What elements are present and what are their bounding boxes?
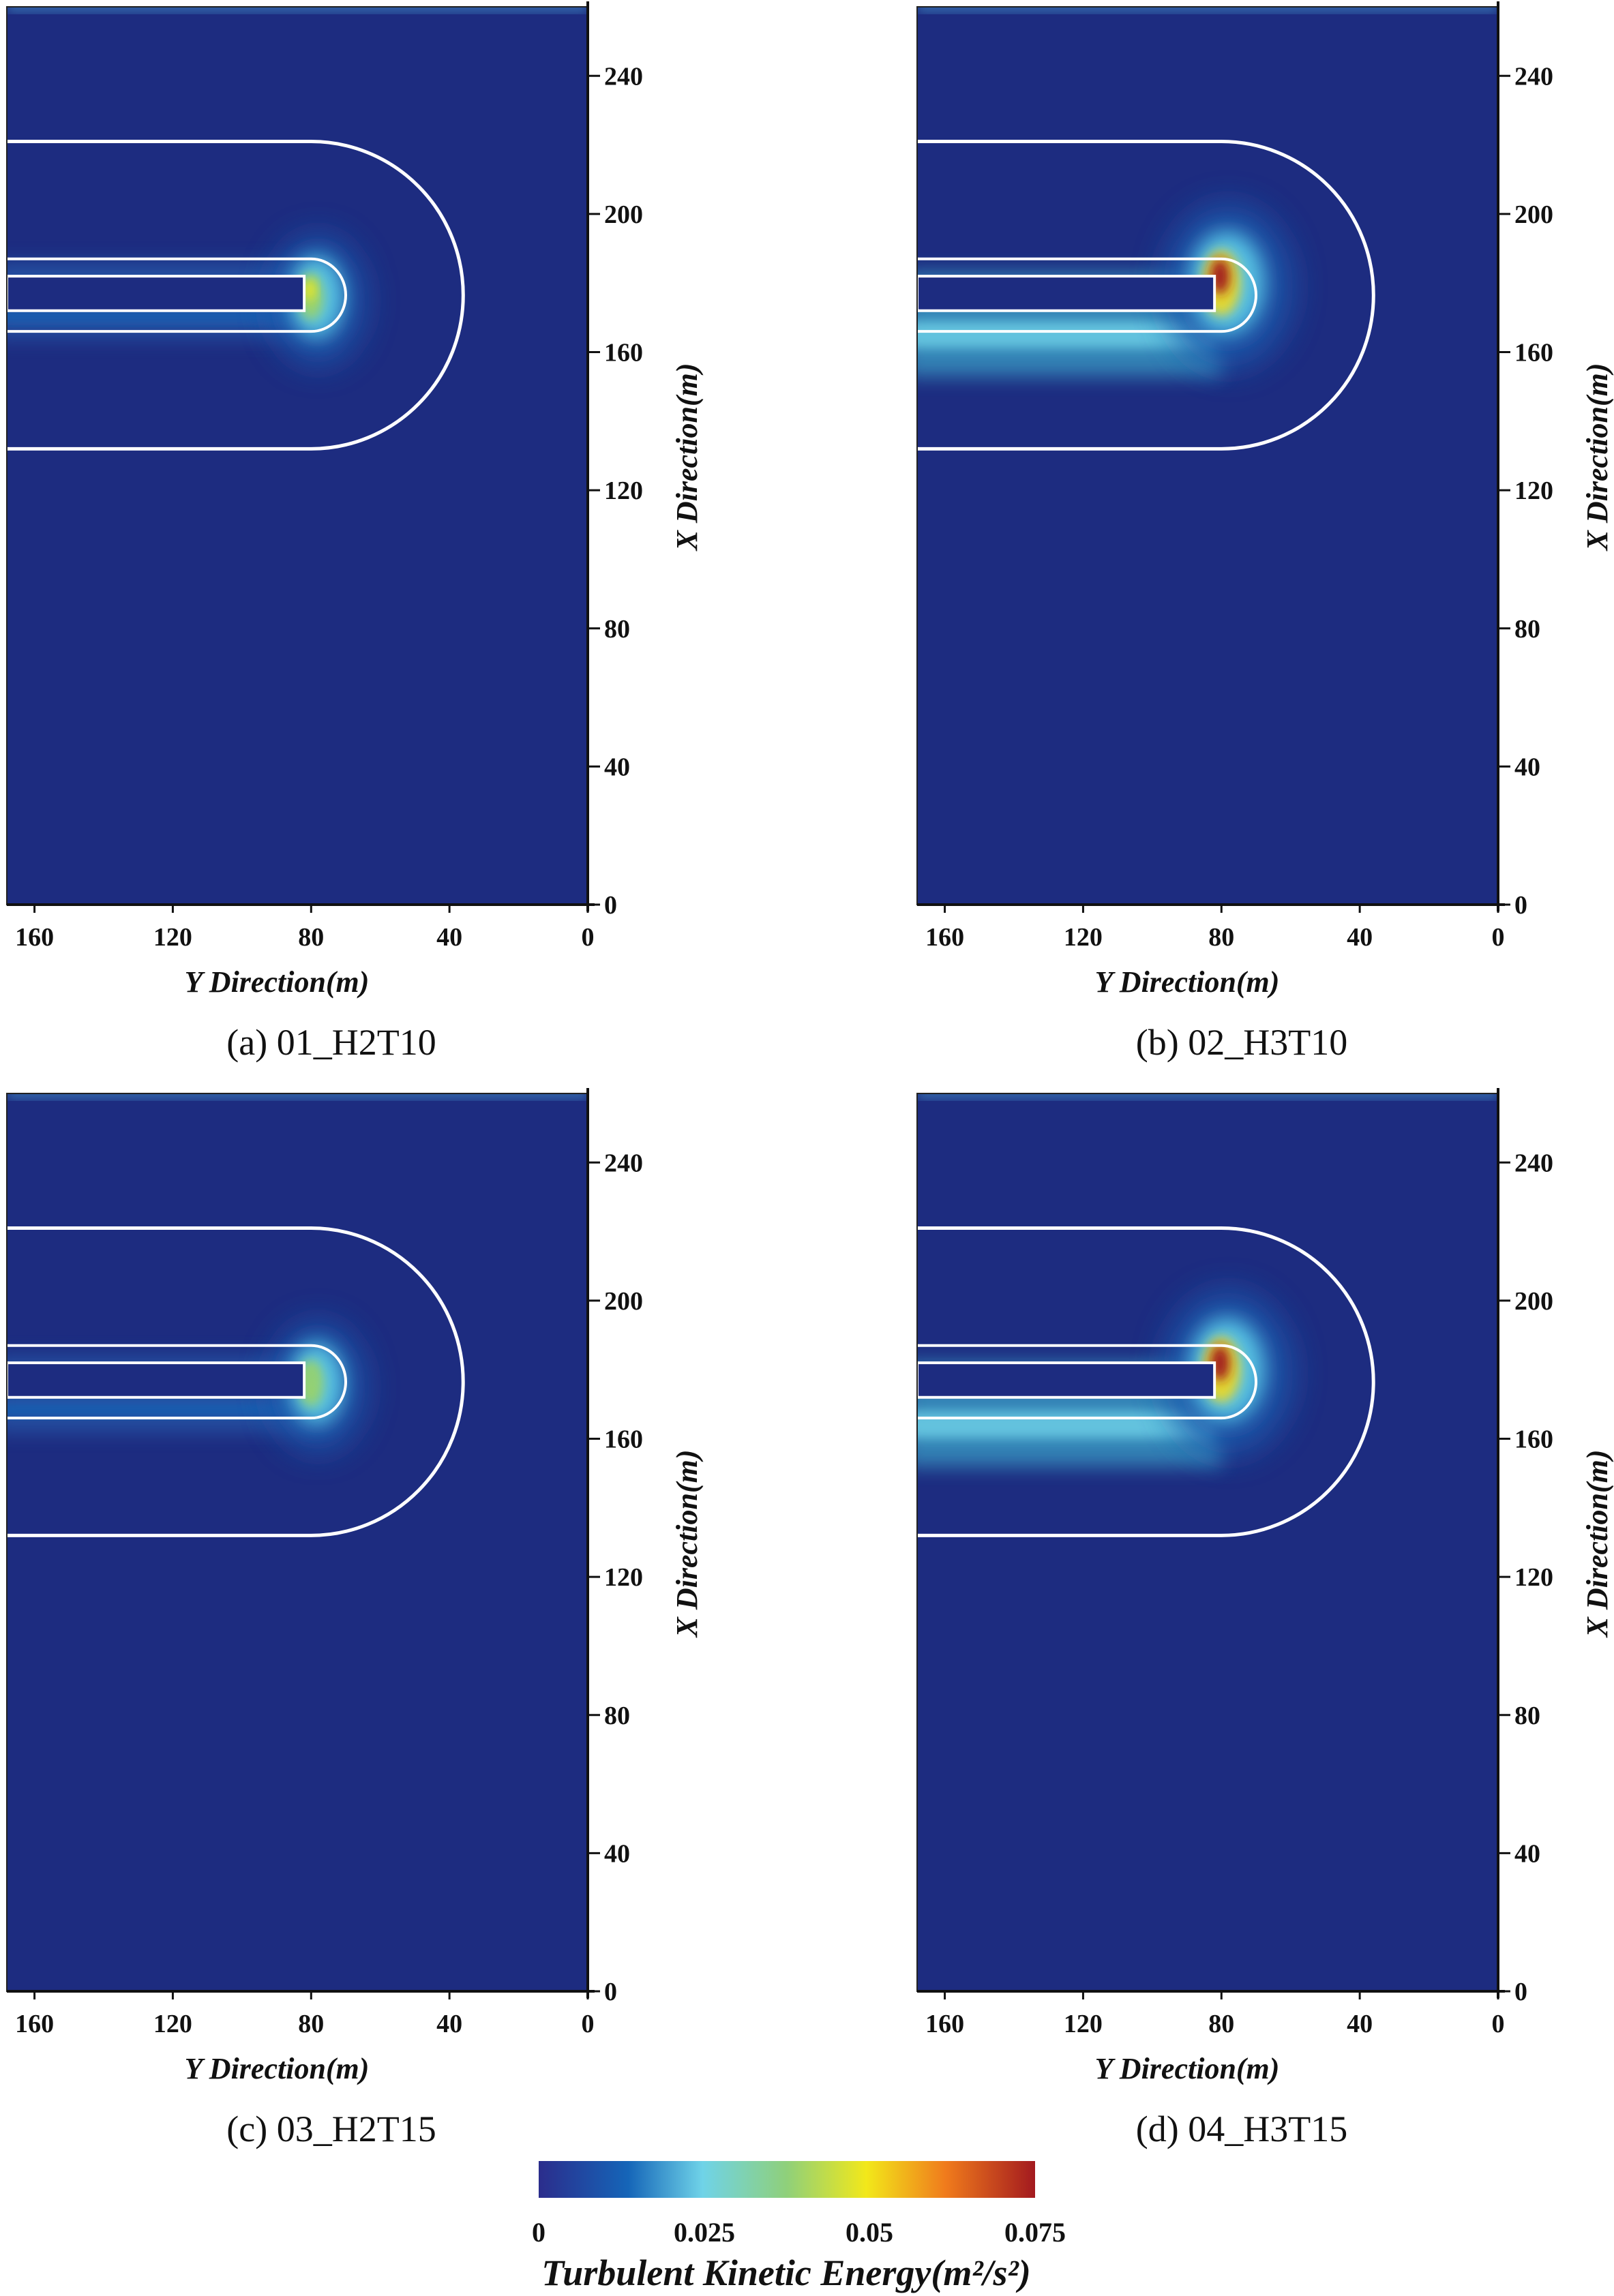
y-tick-label: 160: [604, 1425, 643, 1454]
y-tick-label: 40: [604, 753, 630, 781]
y-tick-label: 0: [1514, 1978, 1527, 2006]
x-tick-label: 0: [582, 2010, 595, 2038]
breakwater-outline: [7, 257, 347, 333]
top-boundary-glow: [7, 7, 588, 11]
panel-d: 0 40 80 120 160 200 240 160 120 80 40 0 Y Direction(…: [916, 1088, 1614, 2149]
wake-core: [7, 1404, 305, 1415]
head-peak: [304, 1365, 316, 1388]
y-tick-label: 0: [604, 891, 617, 920]
y-tick-label: 120: [604, 1563, 643, 1592]
x-tick-label: 160: [15, 923, 54, 952]
y-tick-label: 120: [1514, 477, 1553, 505]
breakwater-outline: [7, 1344, 348, 1420]
outer-boundary: [917, 1226, 1375, 1537]
outer-boundary: [7, 1226, 465, 1537]
wake-core: [917, 320, 1215, 348]
heatmap-background: [7, 1093, 588, 1991]
x-tick-label: 80: [1208, 923, 1234, 952]
y-tick-label: 40: [1514, 753, 1540, 781]
wake-core: [917, 1411, 1215, 1439]
colorbar-gradient: [539, 2161, 1035, 2198]
x-tick-label: 160: [925, 2010, 964, 2038]
colorbar-tick-2: 0.05: [846, 2217, 893, 2248]
y-tick-label: 240: [1514, 62, 1553, 91]
panel-caption: (a) 01_H2T10: [226, 1022, 436, 1063]
y-tick-label: 240: [604, 62, 643, 91]
x-tick-label: 0: [582, 923, 595, 952]
y-tick-label: 80: [604, 615, 630, 644]
x-tick-label: 40: [436, 2010, 462, 2038]
wake-core: [7, 310, 305, 322]
y-tick-label: 40: [1514, 1839, 1540, 1868]
x-tick-label: 0: [1492, 923, 1505, 952]
x-axis-title: Y Direction(m): [185, 2052, 370, 2085]
breakwater-body: [916, 275, 1216, 312]
x-tick-label: 80: [1208, 2010, 1234, 2038]
x-axis-title: Y Direction(m): [185, 965, 370, 999]
colorbar-tick-0: 0: [532, 2217, 546, 2248]
y-tick-label: 0: [604, 1978, 617, 2006]
outer-boundary: [7, 140, 465, 451]
heatmap-background: [7, 7, 588, 905]
x-tick-label: 80: [298, 923, 324, 952]
y-tick-label: 0: [1514, 891, 1527, 920]
panel-c: 0 40 80 120 160 200 240 160 120 80 40 0 Y Direction(…: [5, 1088, 704, 2149]
y-tick-label: 120: [604, 477, 643, 505]
y-tick-label: 80: [1514, 615, 1540, 644]
heatmap-background: [917, 1093, 1498, 1991]
colorbar-label: Turbulent Kinetic Energy(m²/s²): [541, 2252, 1030, 2293]
x-axis-title: Y Direction(m): [1095, 2052, 1280, 2085]
panel-caption: (b) 02_H3T10: [1136, 1022, 1347, 1063]
outer-boundary: [917, 140, 1375, 451]
breakwater-body: [5, 275, 306, 312]
heatmap-background: [917, 7, 1498, 905]
head-peak: [304, 279, 316, 301]
x-tick-label: 80: [298, 2010, 324, 2038]
top-boundary-glow: [7, 1093, 588, 1098]
y-tick-label: 200: [604, 200, 643, 229]
breakwater-body: [916, 1361, 1216, 1399]
y-tick-label: 80: [1514, 1702, 1540, 1730]
x-tick-label: 40: [1347, 923, 1373, 952]
y-tick-label: 200: [604, 1287, 643, 1316]
y-tick-label: 120: [1514, 1563, 1553, 1592]
y-tick-label: 40: [604, 1839, 630, 1868]
colorbar-tick-1: 0.025: [674, 2217, 735, 2248]
breakwater-outline: [917, 257, 1258, 333]
y-tick-label: 160: [1514, 1425, 1553, 1454]
top-boundary-glow: [917, 7, 1498, 11]
x-tick-label: 120: [1064, 923, 1103, 952]
x-tick-label: 40: [1347, 2010, 1373, 2038]
x-tick-label: 120: [153, 923, 192, 952]
y-axis-title: X Direction(m): [670, 1450, 704, 1639]
breakwater-body: [5, 1361, 306, 1399]
x-axis-title: Y Direction(m): [1095, 965, 1280, 999]
panel-b: 0 40 80 120 160 200 240 160 120 80 40 0 Y Direction(…: [916, 1, 1614, 1063]
x-tick-label: 120: [153, 2010, 192, 2038]
y-tick-label: 240: [604, 1149, 643, 1177]
colorbar-tick-3: 0.075: [1004, 2217, 1066, 2248]
y-tick-label: 240: [1514, 1149, 1553, 1177]
x-tick-label: 0: [1492, 2010, 1505, 2038]
y-tick-label: 160: [1514, 339, 1553, 367]
breakwater-outline: [917, 1344, 1258, 1420]
y-tick-label: 160: [604, 339, 643, 367]
panel-caption: (d) 04_H3T15: [1136, 2109, 1347, 2149]
x-tick-label: 40: [436, 923, 462, 952]
x-tick-label: 160: [15, 2010, 54, 2038]
x-tick-label: 160: [925, 923, 964, 952]
top-boundary-glow: [917, 1093, 1498, 1098]
colorbar: 0 0.025 0.05 0.075 Turbulent Kinetic Ene…: [532, 2161, 1066, 2293]
panel-a: 0 40 80 120 160 200 240 160 120 80 40 0 Y Direction(…: [5, 1, 704, 1063]
y-axis-title: X Direction(m): [1581, 1450, 1614, 1639]
y-tick-label: 200: [1514, 200, 1553, 229]
y-axis-title: X Direction(m): [670, 363, 704, 552]
y-tick-label: 200: [1514, 1287, 1553, 1316]
x-tick-label: 120: [1064, 2010, 1103, 2038]
y-axis-title: X Direction(m): [1581, 363, 1614, 552]
y-tick-label: 80: [604, 1702, 630, 1730]
panel-caption: (c) 03_H2T15: [226, 2109, 436, 2149]
